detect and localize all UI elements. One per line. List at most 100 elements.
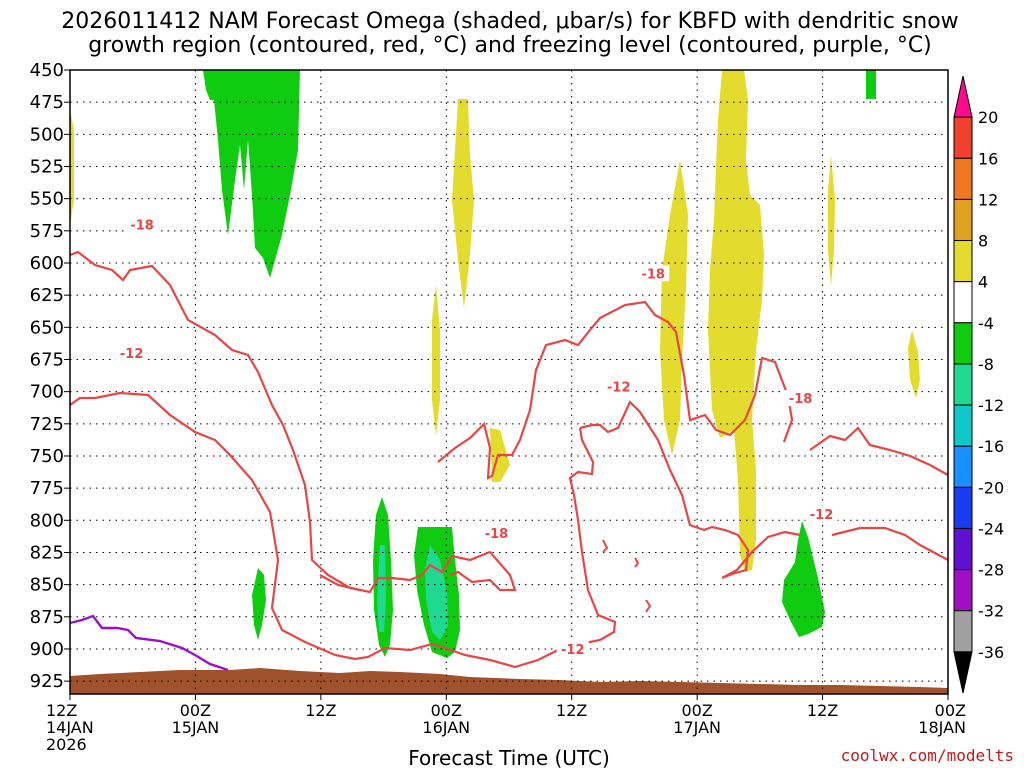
y-tick-label: 800 xyxy=(30,510,64,531)
contour-label-bg xyxy=(637,265,670,282)
contour-label-bg xyxy=(805,505,838,522)
colorbar-label: 4 xyxy=(978,273,988,292)
y-tick-label: 875 xyxy=(30,607,64,628)
contour-label: -12 xyxy=(120,347,144,362)
colorbar-swatch xyxy=(953,240,973,283)
colorbar-label: 16 xyxy=(978,149,998,168)
x-tick-label: 00Z xyxy=(681,701,712,720)
colorbar-arrow-top xyxy=(953,75,973,118)
terrain-fill xyxy=(70,668,948,694)
contour-minus12-loop xyxy=(557,427,617,652)
y-tick-label: 600 xyxy=(30,253,64,274)
colorbar-swatch xyxy=(953,486,973,529)
x-tick-label: 12Z xyxy=(556,701,587,720)
y-tick-label: 450 xyxy=(30,60,64,81)
colorbar-label: -32 xyxy=(978,602,1004,621)
x-tick-label: 17JAN xyxy=(673,718,721,737)
omega-shade-teal-2 xyxy=(425,545,448,640)
contour-minus18-upper xyxy=(69,250,517,594)
x-tick-label: 16JAN xyxy=(422,718,470,737)
colorbar-swatch xyxy=(953,445,973,488)
colorbar-swatch xyxy=(953,198,973,242)
omega-shade-green-1 xyxy=(203,70,300,278)
contour-label: -18 xyxy=(789,392,813,407)
contour-label: -18 xyxy=(485,527,509,542)
y-tick-label: 750 xyxy=(30,446,64,467)
chart-title-line-1: 2026011412 NAM Forecast Omega (shaded, μ… xyxy=(61,9,958,34)
contour-label-bg xyxy=(602,378,635,395)
chart-title-line-2: growth region (contoured, red, °C) and f… xyxy=(88,33,932,58)
colorbar-label: -16 xyxy=(978,437,1004,456)
y-tick-label: 900 xyxy=(30,639,64,660)
credit-text: coolwx.com/modelts xyxy=(841,746,1014,765)
x-tick-label: 00Z xyxy=(935,701,966,720)
contour-minus18-lower-left xyxy=(319,574,361,592)
y-tick-label: 650 xyxy=(30,317,64,338)
omega-shading xyxy=(70,70,920,658)
y-tick-label: 625 xyxy=(30,285,64,306)
y-tick-label: 550 xyxy=(30,189,64,210)
x-tick-label: 18JAN xyxy=(918,718,966,737)
contour-small-2 xyxy=(634,557,640,568)
y-tick-label: 775 xyxy=(30,478,64,499)
grid-lines xyxy=(70,70,948,694)
y-tick-label: 475 xyxy=(30,92,64,113)
colorbar-label: -8 xyxy=(978,355,994,374)
contour-label-bg xyxy=(126,216,159,233)
omega-shade-yellow-3 xyxy=(432,285,440,436)
contour-minus12-lower-right xyxy=(831,526,949,561)
y-tick-label: 575 xyxy=(30,221,64,242)
omega-shade-green-6 xyxy=(782,521,825,637)
colorbar-swatch xyxy=(953,281,973,324)
colorbar-label: 12 xyxy=(978,190,998,209)
colorbar-label: -24 xyxy=(978,519,1004,538)
colorbar-swatch xyxy=(953,322,973,365)
contour-label-bg xyxy=(784,390,817,407)
contour-label-bg xyxy=(556,640,589,657)
contour-label-bg xyxy=(480,525,513,542)
y-tick-label: 675 xyxy=(30,349,64,370)
omega-shade-green-2 xyxy=(866,70,876,99)
colorbar-label: 20 xyxy=(978,108,998,127)
colorbar-swatch xyxy=(953,157,973,200)
omega-shade-teal-1 xyxy=(377,545,386,632)
contour-minus18-mid xyxy=(437,300,794,480)
x-tick-label: 12Z xyxy=(807,701,838,720)
omega-shade-yellow-7 xyxy=(828,155,835,286)
y-tick-label: 500 xyxy=(30,124,64,145)
y-tick-label: 700 xyxy=(30,382,64,403)
omega-shade-yellow-2 xyxy=(452,99,474,308)
colorbar-swatch xyxy=(953,610,973,653)
ground-surface xyxy=(70,668,948,694)
plot-frame xyxy=(69,69,949,695)
colorbar-swatch xyxy=(953,404,973,447)
colorbar-label: -36 xyxy=(978,643,1004,662)
contour-minus12-mid xyxy=(579,400,801,580)
colorbar: 20 16 12 8 4 -4 -8 -12 -16 -20 -24 -28 -32 -36 xyxy=(953,75,1004,694)
contour-minus12-upper-left xyxy=(69,391,559,669)
colorbar-swatch xyxy=(953,116,973,159)
colorbar-swatch xyxy=(953,363,973,406)
colorbar-swatch xyxy=(953,527,973,571)
temperature-contours xyxy=(69,250,949,672)
colorbar-label: -12 xyxy=(978,396,1004,415)
pressure-axis: 450 475 500 525 550 575 600 625 650 675 700 725 750 7… xyxy=(30,60,70,692)
colorbar-label: -28 xyxy=(978,561,1004,580)
colorbar-label: -4 xyxy=(978,314,994,333)
omega-shade-green-3 xyxy=(252,568,266,640)
contour-label: -12 xyxy=(810,508,834,523)
x-tick-label: 2026 xyxy=(46,735,87,754)
colorbar-label: 8 xyxy=(978,232,988,251)
x-tick-label: 00Z xyxy=(431,701,462,720)
contour-small-1 xyxy=(602,539,609,553)
colorbar-label: -20 xyxy=(978,478,1004,497)
contour-label-bg xyxy=(115,345,148,362)
omega-shade-yellow-1 xyxy=(70,110,74,225)
x-tick-label: 12Z xyxy=(46,701,77,720)
x-tick-label: 14JAN xyxy=(46,718,94,737)
omega-shade-yellow-5 xyxy=(708,70,764,572)
contour-minus18-right xyxy=(809,426,949,476)
omega-shade-yellow-8 xyxy=(908,330,920,398)
